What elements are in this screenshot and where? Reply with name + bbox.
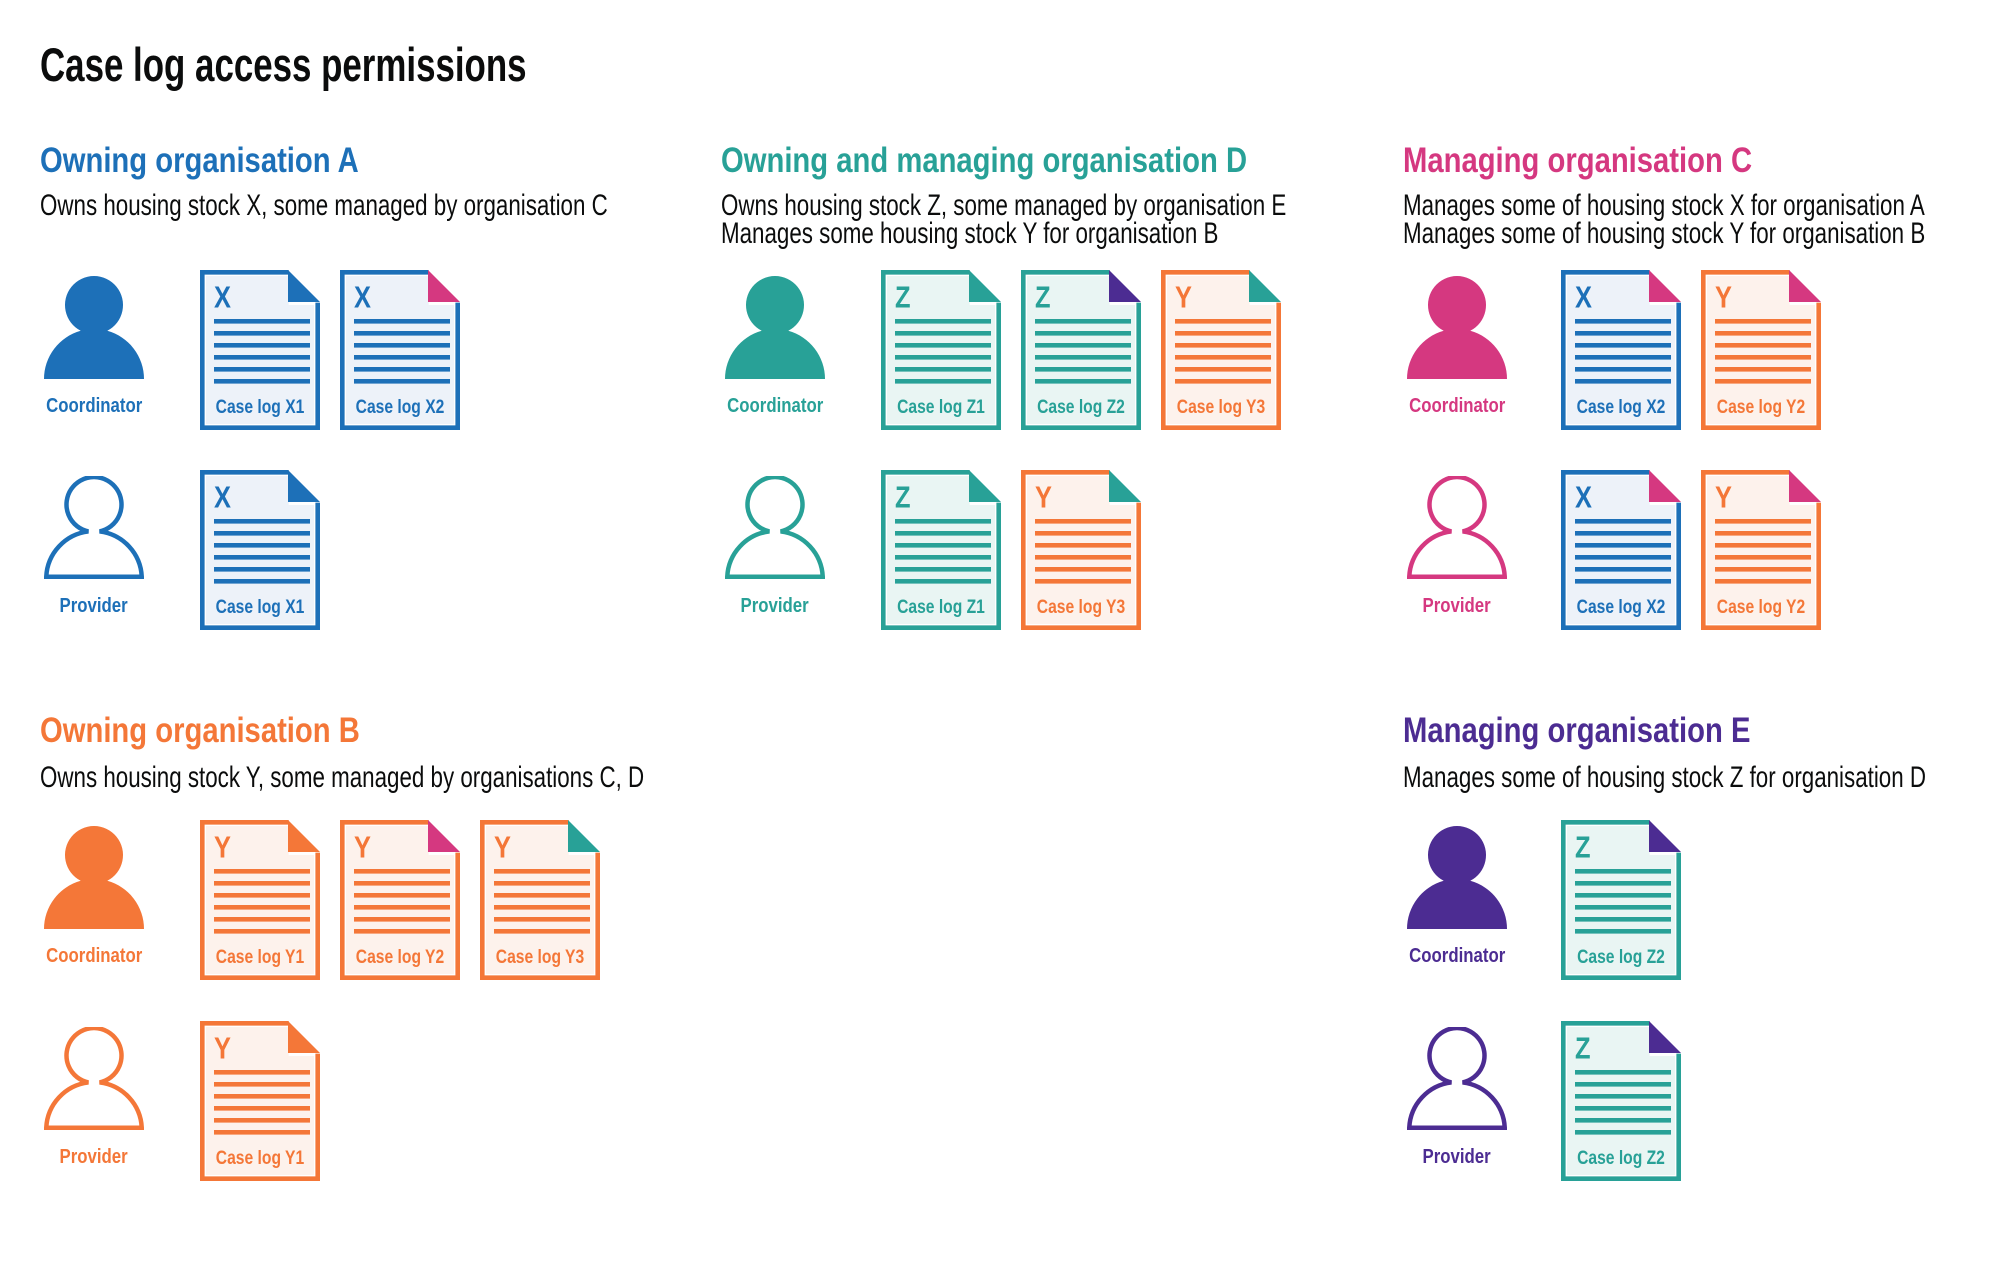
- svg-text:Z: Z: [1575, 1031, 1591, 1066]
- svg-text:Y: Y: [214, 830, 231, 865]
- svg-text:Case log Z1: Case log Z1: [897, 596, 985, 618]
- svg-text:Case log Y2: Case log Y2: [356, 946, 444, 968]
- svg-text:Z: Z: [895, 480, 911, 515]
- svg-text:Case log Y2: Case log Y2: [1717, 396, 1805, 418]
- svg-text:Case log Y3: Case log Y3: [1177, 396, 1266, 418]
- svg-text:Case log Y1: Case log Y1: [216, 946, 305, 968]
- svg-text:Case log X1: Case log X1: [216, 396, 305, 418]
- svg-text:Case log Y3: Case log Y3: [496, 946, 585, 968]
- svg-text:X: X: [214, 480, 231, 515]
- svg-text:Y: Y: [1715, 280, 1732, 315]
- svg-text:Z: Z: [895, 280, 911, 315]
- svg-text:Case log Z2: Case log Z2: [1577, 946, 1665, 968]
- svg-text:Case log X2: Case log X2: [1577, 396, 1666, 418]
- svg-text:X: X: [214, 280, 231, 315]
- svg-text:Case log X2: Case log X2: [1577, 596, 1666, 618]
- svg-text:Z: Z: [1035, 280, 1051, 315]
- svg-text:Y: Y: [1175, 280, 1192, 315]
- svg-text:Z: Z: [1575, 830, 1591, 865]
- svg-text:X: X: [354, 280, 371, 315]
- svg-text:Case log X1: Case log X1: [216, 596, 305, 618]
- svg-text:Case log Z1: Case log Z1: [897, 396, 985, 418]
- svg-text:Y: Y: [214, 1031, 231, 1066]
- svg-text:Case log Z2: Case log Z2: [1037, 396, 1125, 418]
- svg-text:Case log Y3: Case log Y3: [1037, 596, 1126, 618]
- svg-text:X: X: [1575, 280, 1592, 315]
- svg-text:Y: Y: [354, 830, 371, 865]
- svg-text:Case log Y1: Case log Y1: [216, 1147, 305, 1169]
- svg-text:Y: Y: [494, 830, 511, 865]
- svg-text:Case log Y2: Case log Y2: [1717, 596, 1805, 618]
- svg-text:Case log Z2: Case log Z2: [1577, 1147, 1665, 1169]
- svg-text:Case log X2: Case log X2: [356, 396, 445, 418]
- svg-text:X: X: [1575, 480, 1592, 515]
- svg-text:Y: Y: [1715, 480, 1732, 515]
- svg-text:Y: Y: [1035, 480, 1052, 515]
